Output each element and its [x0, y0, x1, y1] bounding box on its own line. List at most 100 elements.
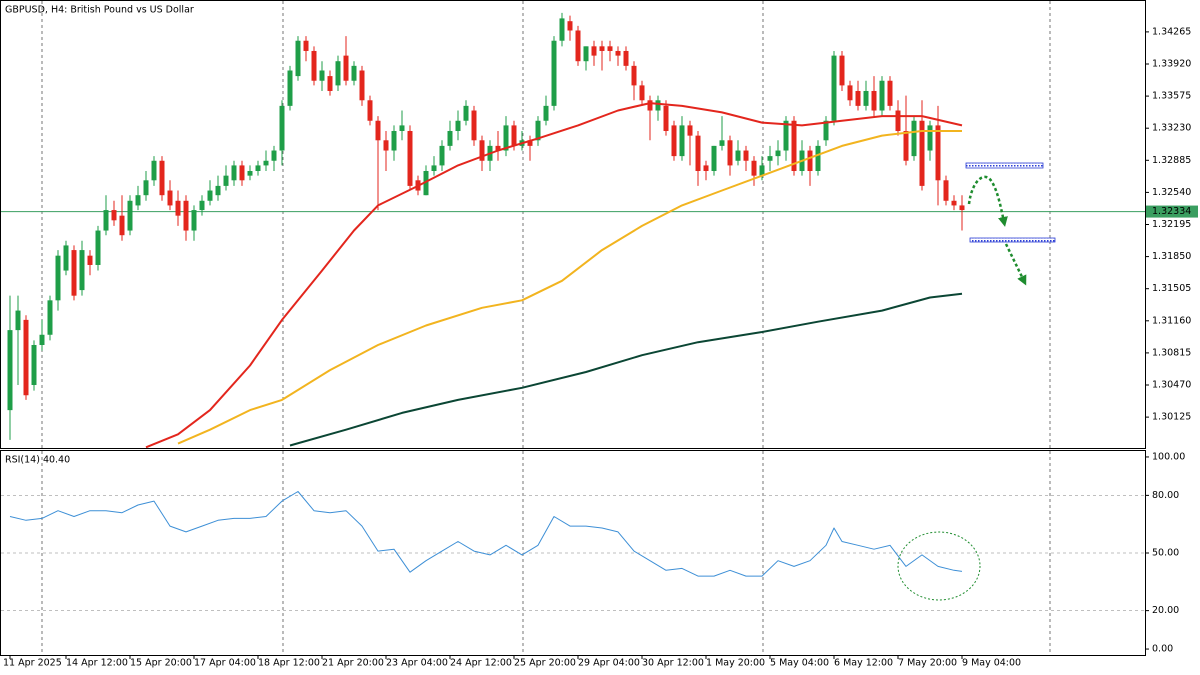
candle-body	[735, 150, 741, 161]
candle-body	[959, 205, 965, 211]
y-tick-label: 1.31505	[1152, 283, 1191, 294]
candle-body	[15, 310, 21, 331]
candle-body	[399, 125, 405, 131]
y-tick-label: 1.33920	[1152, 58, 1191, 69]
annotation-layer	[897, 162, 1056, 601]
x-tick-label: 24 Apr 12:00	[450, 658, 512, 669]
y-tick-label: 50.00	[1152, 548, 1179, 559]
candle-body	[895, 110, 901, 131]
x-tick-label: 17 Apr 04:00	[194, 658, 256, 669]
candle-body	[263, 160, 269, 166]
candle-body	[271, 150, 277, 161]
candle-body	[199, 200, 205, 211]
candle-body	[711, 145, 717, 171]
resistance-zone	[965, 162, 1044, 169]
candle-body	[751, 160, 757, 176]
candle-body	[407, 130, 413, 186]
y-tick-label: 1.32195	[1152, 219, 1191, 230]
candle-body	[695, 135, 701, 171]
y-tick-label: 1.33575	[1152, 91, 1191, 102]
candle-body	[47, 300, 53, 335]
x-tick-label: 11 Apr 2025	[3, 658, 62, 669]
candle-body	[103, 210, 109, 231]
plot-layer: 1.34265 1.33920 1.33575 1.33230 1.32885 1.325…	[1, 12, 1198, 669]
last-price-box	[1146, 205, 1198, 218]
candle-body	[631, 65, 637, 86]
candle-body	[335, 61, 341, 86]
x-tick-label: 23 Apr 04:00	[386, 658, 448, 669]
candle-body	[815, 145, 821, 171]
candle-body	[527, 140, 533, 146]
candle-body	[303, 40, 309, 51]
candle-body	[727, 140, 733, 166]
indicator-line	[145, 102, 963, 449]
candle-body	[775, 150, 781, 157]
candle-body	[255, 165, 261, 171]
candle-body	[135, 195, 141, 206]
candle-body	[319, 70, 325, 81]
candle-body	[743, 150, 749, 161]
candle-body	[455, 120, 461, 131]
candle-body	[167, 190, 173, 206]
y-tick-label: 1.33230	[1152, 123, 1191, 134]
candle-body	[567, 21, 573, 31]
candle-body	[175, 200, 181, 216]
candle-body	[279, 105, 285, 151]
y-tick-label: 1.30470	[1152, 380, 1191, 391]
candle-body	[575, 30, 581, 62]
y-tick-label: 1.32885	[1152, 155, 1191, 166]
candle-body	[503, 125, 509, 151]
y-tick-label: 1.32540	[1152, 187, 1191, 198]
candle-body	[903, 130, 909, 161]
candle-body	[783, 120, 789, 151]
x-tick-label: 25 Apr 20:00	[514, 658, 576, 669]
chart-title: GBPUSD, H4: British Pound vs US Dollar	[5, 5, 194, 16]
candle-body	[703, 165, 709, 171]
x-tick-label: 5 May 04:00	[770, 658, 829, 669]
candle-body	[831, 55, 837, 121]
frame	[0, 0, 1146, 656]
forecast-arrow	[1004, 243, 1027, 286]
candle-body	[759, 165, 765, 176]
candle-body	[687, 125, 693, 136]
x-tick-label: 1 May 20:00	[706, 658, 765, 669]
y-tick-label: 1.31160	[1152, 315, 1191, 326]
candle-body	[551, 40, 557, 106]
candle-body	[287, 70, 293, 106]
candle-body	[215, 185, 221, 196]
x-tick-label: 15 Apr 20:00	[130, 658, 192, 669]
x-tick-label: 7 May 20:00	[898, 658, 957, 669]
y-tick-label: 100.00	[1152, 451, 1185, 462]
candle-body	[127, 200, 133, 231]
candle-body	[559, 18, 565, 41]
candle-body	[911, 120, 917, 157]
indicator-line	[177, 130, 962, 445]
candle-body	[607, 46, 613, 51]
x-tick-label: 14 Apr 12:00	[66, 658, 128, 669]
candle-body	[479, 140, 485, 161]
candle-body	[495, 145, 501, 151]
x-tick-label: 6 May 12:00	[834, 658, 893, 669]
x-tick-label: 9 May 04:00	[962, 658, 1021, 669]
candle-body	[183, 200, 189, 231]
candle-body	[295, 40, 301, 77]
candle-body	[119, 215, 125, 236]
candle-body	[367, 100, 373, 121]
main-panel-frame	[0, 0, 1146, 449]
y-tick-label: 20.00	[1152, 605, 1179, 616]
candle-body	[511, 125, 517, 146]
candle-body	[671, 125, 677, 157]
candle-body	[79, 250, 85, 291]
candle-body	[31, 344, 37, 386]
candle-body	[159, 160, 165, 196]
candle-body	[655, 100, 661, 111]
candle-body	[327, 76, 333, 91]
candle-body	[951, 200, 957, 206]
candle-body	[767, 156, 773, 161]
candle-body	[439, 145, 445, 166]
candle-body	[463, 105, 469, 121]
candle-body	[847, 85, 853, 101]
candle-body	[23, 319, 29, 396]
candle-body	[71, 250, 77, 296]
